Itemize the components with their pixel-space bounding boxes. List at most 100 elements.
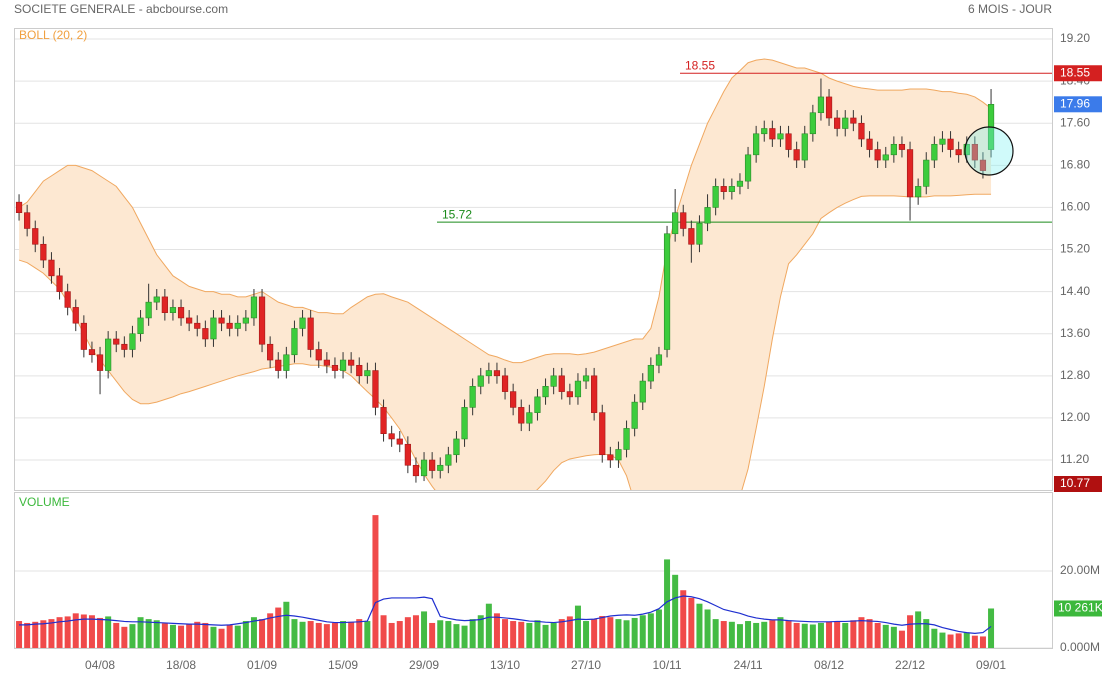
volume-bar: [113, 622, 120, 648]
volume-bar: [712, 619, 719, 648]
volume-bar: [890, 626, 897, 648]
candle-body: [518, 407, 525, 424]
volume-bar: [121, 626, 128, 648]
volume-bar: [988, 608, 995, 648]
volume-bar: [32, 621, 39, 648]
volume-bar: [145, 619, 152, 648]
volume-bar: [931, 628, 938, 648]
last-price-label: 17.96: [1060, 96, 1090, 110]
candle-body: [72, 307, 79, 324]
candle-body: [817, 96, 825, 114]
volume-bar: [510, 621, 517, 648]
candle-body: [866, 138, 873, 150]
volume-bar: [680, 590, 687, 648]
candle-body: [186, 317, 193, 324]
volume-bar: [720, 621, 727, 648]
candle-body: [947, 138, 954, 150]
candle-body: [672, 212, 679, 235]
volume-bar: [202, 622, 209, 648]
candle-body: [48, 259, 55, 277]
candle-body: [712, 186, 719, 208]
candle-body: [688, 228, 695, 245]
candle-body: [429, 459, 436, 471]
volume-bar: [939, 632, 946, 648]
volume-bar: [704, 609, 711, 648]
volume-bar: [842, 622, 849, 648]
candle-body: [842, 117, 849, 129]
volume-bar: [817, 622, 824, 648]
candle-body: [558, 375, 565, 392]
low-price-badge: [1054, 476, 1102, 492]
volume-bar: [178, 625, 185, 648]
volume-bar: [97, 617, 104, 648]
candle-body: [542, 386, 549, 398]
volume-bar: [210, 626, 217, 648]
candle-body: [785, 133, 792, 150]
price-panel-label: BOLL (20, 2): [19, 28, 87, 42]
candle-body: [339, 359, 347, 371]
candle-body: [971, 143, 978, 161]
volume-bar: [275, 607, 282, 648]
candle-body: [258, 296, 266, 345]
candle-body: [412, 464, 420, 477]
candle-body: [736, 180, 744, 187]
volume-bar: [348, 621, 355, 648]
volume-bar: [194, 621, 201, 648]
candle-body: [40, 243, 47, 261]
candle-body: [858, 122, 865, 140]
x-tick-label: 13/10: [490, 658, 520, 672]
volume-bar: [882, 624, 889, 648]
volume-bar: [477, 615, 484, 648]
volume-bar: [907, 615, 914, 648]
candle-body: [955, 149, 962, 156]
volume-bar: [356, 619, 363, 648]
candle-body: [566, 391, 573, 398]
volume-bar: [299, 621, 306, 648]
candle-body: [121, 343, 128, 350]
candle-body: [477, 375, 484, 387]
volume-bar: [672, 574, 679, 648]
volume-bar: [40, 620, 47, 648]
candle-body: [882, 154, 889, 161]
volume-bar: [16, 621, 23, 648]
last-price-badge: [1054, 96, 1102, 113]
volume-bar: [48, 619, 55, 648]
volume-bar: [412, 615, 419, 648]
level-label: 18.55: [685, 58, 715, 72]
candle-body: [388, 433, 395, 440]
candle-body: [793, 149, 800, 161]
x-tick-label: 08/12: [814, 658, 844, 672]
candle-body: [404, 443, 411, 466]
candle-body: [323, 359, 330, 366]
candle-body: [250, 296, 258, 319]
volume-bar: [728, 621, 735, 648]
volume-bar: [542, 624, 549, 648]
volume-bar: [745, 621, 752, 648]
volume-bar: [291, 619, 298, 648]
candle-body: [631, 401, 638, 429]
candle-body: [153, 296, 160, 303]
candle-body: [161, 296, 168, 313]
bollinger-lower: [18, 193, 992, 490]
volume-bar: [809, 624, 816, 648]
volume-bar: [599, 616, 606, 648]
volume-bar: [137, 617, 144, 648]
candle-body: [469, 386, 476, 408]
candle-body: [526, 412, 533, 424]
volume-bar: [307, 621, 314, 648]
volume-bar: [769, 620, 776, 648]
candle-body: [105, 338, 112, 371]
candle-body: [396, 438, 403, 445]
volume-bar: [24, 622, 31, 648]
volume-panel-label: VOLUME: [19, 495, 70, 509]
volume-bar: [421, 611, 428, 648]
candle-body: [777, 133, 784, 140]
volume-bar: [971, 635, 978, 648]
volume-bar: [591, 619, 598, 648]
candle-body: [202, 328, 209, 340]
candle-body: [348, 359, 355, 366]
volume-bar: [915, 611, 922, 648]
candle-body: [510, 391, 517, 408]
volume-bar: [785, 621, 792, 648]
candle-body: [582, 375, 590, 382]
